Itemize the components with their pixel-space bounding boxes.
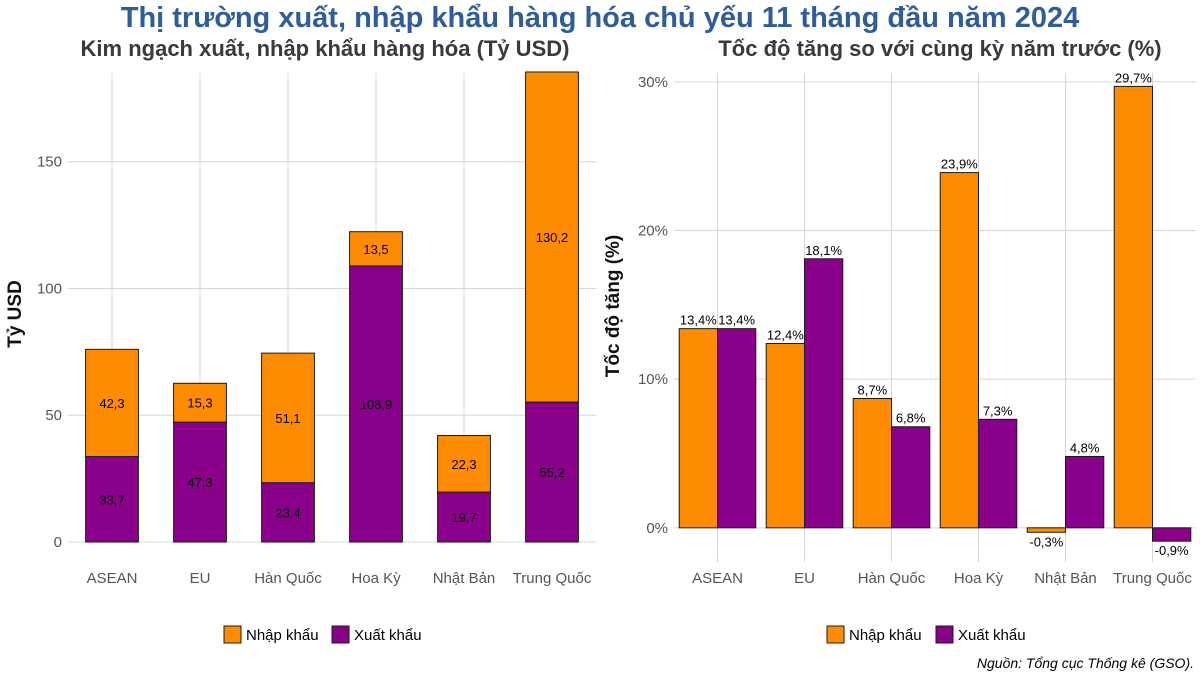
bar-import (173, 382, 227, 423)
bar-export (173, 421, 227, 543)
data-label-export: -0,9% (1155, 543, 1189, 558)
bar-export (891, 426, 931, 529)
bar-export (1065, 455, 1105, 529)
data-label-import: 130,2 (536, 230, 569, 245)
y-tick-label: 30% (638, 74, 668, 91)
bar-export (978, 418, 1018, 529)
left-chart-title: Kim ngạch xuất, nhập khẩu hàng hóa (Tỷ U… (81, 36, 570, 61)
bar-export (525, 401, 579, 543)
legend-swatch-import (826, 625, 845, 644)
legend-swatch-export (331, 625, 350, 644)
x-tick-label: Hoa Kỳ (351, 570, 401, 587)
bar-import (939, 172, 979, 529)
left-y-axis-title: Tỷ USD (5, 280, 26, 348)
data-label-import: 12,4% (767, 328, 804, 343)
data-label-import: 13,4% (680, 313, 717, 328)
bar-export (804, 258, 844, 529)
data-label-import: 42,3 (99, 396, 124, 411)
data-label-import: 23,9% (941, 157, 978, 172)
bar-import (852, 398, 892, 529)
data-label-export: 108,9 (360, 397, 393, 412)
y-tick-label: 50 (45, 407, 62, 424)
bar-import (765, 343, 805, 529)
bar-import (525, 71, 579, 403)
data-label-import: -0,3% (1029, 534, 1063, 549)
data-label-export: 7,3% (983, 403, 1013, 418)
y-tick-label: 100 (37, 280, 62, 297)
data-label-import: 13,5 (363, 242, 388, 257)
x-tick-label: Nhật Bản (1034, 570, 1097, 587)
right-chart-title: Tốc độ tăng so với cùng kỳ năm trước (%) (718, 36, 1161, 61)
x-tick-label: Hàn Quốc (254, 570, 322, 587)
legend-label-import: Nhập khẩu (246, 627, 319, 644)
data-label-export: 33,7 (99, 492, 124, 507)
data-label-export: 4,8% (1070, 440, 1100, 455)
legend-label-export: Xuất khẩu (958, 627, 1026, 644)
bar-export (717, 328, 757, 529)
data-label-export: 18,1% (805, 243, 842, 258)
x-tick-label: Hoa Kỳ (954, 570, 1004, 587)
left-chart: 0 50 100 150 ASEAN EU Hàn Quốc Hoa Kỳ Nhật Bản Tr… (37, 71, 596, 587)
bar-export (349, 265, 403, 543)
y-tick-label: 150 (37, 154, 62, 171)
x-tick-label: EU (794, 570, 815, 587)
bar-import (437, 435, 491, 493)
left-legend: Nhập khẩu Xuất khẩu (223, 625, 422, 644)
source-note: Nguồn: Tổng cục Thống kê (GSO). (977, 655, 1194, 671)
data-label-import: 22,3 (451, 457, 476, 472)
legend-label-import: Nhập khẩu (849, 627, 922, 644)
x-tick-label: EU (190, 570, 211, 587)
x-tick-label: Trung Quốc (1113, 570, 1192, 587)
bar-export (1152, 527, 1192, 542)
data-label-export: 19,7 (451, 510, 476, 525)
data-label-import: 15,3 (187, 396, 212, 411)
data-label-import: 8,7% (858, 383, 888, 398)
y-tick-label: 0 (54, 534, 62, 551)
x-tick-label: Hàn Quốc (858, 570, 926, 587)
main-title: Thị trường xuất, nhập khẩu hàng hóa chủ … (121, 2, 1080, 34)
bar-import (349, 231, 403, 267)
bar-import (1113, 85, 1153, 529)
data-label-import: 51,1 (275, 411, 300, 426)
y-tick-label: 0% (646, 520, 668, 537)
bar-import (1026, 527, 1066, 533)
bar-import (261, 352, 315, 484)
y-tick-label: 10% (638, 371, 668, 388)
right-y-axis-title: Tốc độ tăng (%) (603, 235, 624, 377)
bar-export (437, 491, 491, 543)
right-chart: 0% 10% 20% 30% ASEAN EU Hàn Quốc Hoa Kỳ Nhật Bản… (638, 70, 1196, 587)
x-tick-label: Nhật Bản (433, 570, 496, 587)
data-label-export: 47,3 (187, 475, 212, 490)
data-label-export: 55,2 (539, 465, 564, 480)
x-tick-label: Trung Quốc (513, 570, 592, 587)
legend-swatch-import (223, 625, 242, 644)
legend-label-export: Xuất khẩu (354, 627, 422, 644)
bar-import (85, 348, 139, 458)
data-label-export: 23,4 (275, 505, 300, 520)
legend-swatch-export (935, 625, 954, 644)
y-tick-label: 20% (638, 223, 668, 240)
bar-export (261, 482, 315, 543)
data-label-import: 29,7% (1115, 70, 1152, 85)
data-label-export: 6,8% (896, 411, 926, 426)
x-tick-label: ASEAN (87, 570, 138, 587)
data-label-export: 13,4% (718, 313, 755, 328)
bar-import (678, 328, 718, 529)
x-tick-label: ASEAN (692, 570, 743, 587)
right-legend: Nhập khẩu Xuất khẩu (826, 625, 1026, 644)
